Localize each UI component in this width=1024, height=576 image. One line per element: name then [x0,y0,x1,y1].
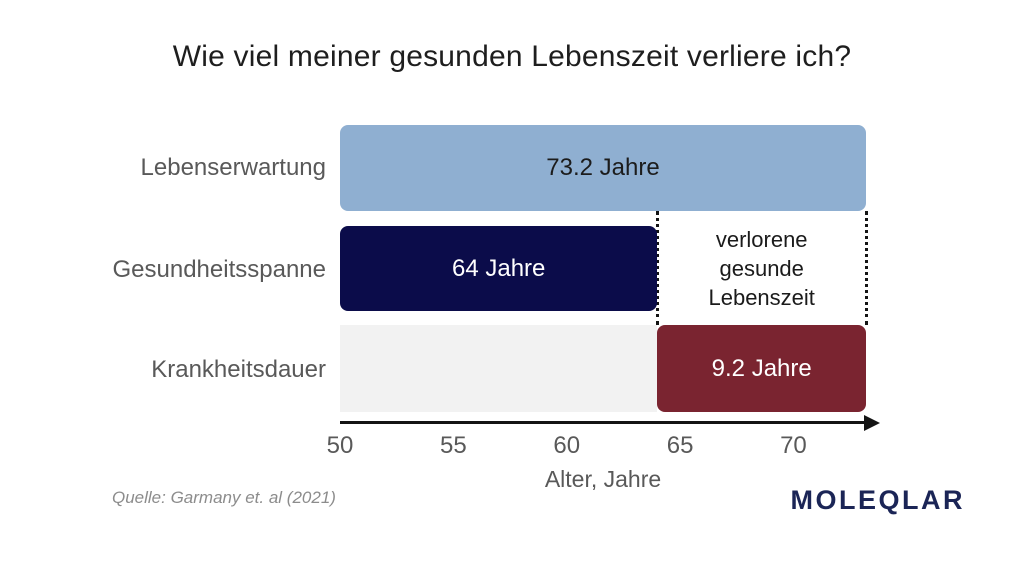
bar-gesundheitsspanne: 64 Jahre [340,226,658,311]
bar-value-label-gesundheitsspanne: 64 Jahre [452,254,546,282]
x-axis-line [340,421,868,424]
x-tick-70: 70 [780,432,807,459]
x-tick-55: 55 [440,432,467,459]
category-label-lebenserwartung: Lebenserwartung [140,154,326,181]
x-axis-label: Alter, Jahre [544,466,662,492]
x-axis-arrowhead-icon [864,414,880,431]
x-tick-50: 50 [326,432,354,459]
annotation-line-1: verlorene [715,227,808,252]
dotted-line-left [655,211,659,325]
bar-value-label-lebenserwartung: 73.2 Jahre [546,154,660,181]
source-note: Quelle: Garmany et. al (2021) [112,488,336,507]
brand-logo: MOLEQLAR [790,485,965,515]
annotation-lost-healthy-lifetime: verlorene gesunde Lebenszeit [657,226,866,311]
x-tick-65: 65 [666,432,694,459]
category-label-gesundheitsspanne: Gesundheitsspanne [112,256,327,283]
x-tick-60: 60 [553,432,581,459]
chart-title: Wie viel meiner gesunden Lebenszeit verl… [172,40,852,73]
annotation-line-2: gesunde [719,256,804,281]
bar-value-label-krankheitsdauer: 9.2 Jahre [711,354,812,382]
category-label-krankheitsdauer: Krankheitsdauer [151,356,326,383]
bar-lebenserwartung: 73.2 Jahre [340,125,866,211]
dotted-line-right [864,211,868,325]
annotation-line-3: Lebenszeit [708,285,815,310]
bar-track-krankheitsdauer [340,325,658,412]
bar-krankheitsdauer: 9.2 Jahre [657,325,866,412]
